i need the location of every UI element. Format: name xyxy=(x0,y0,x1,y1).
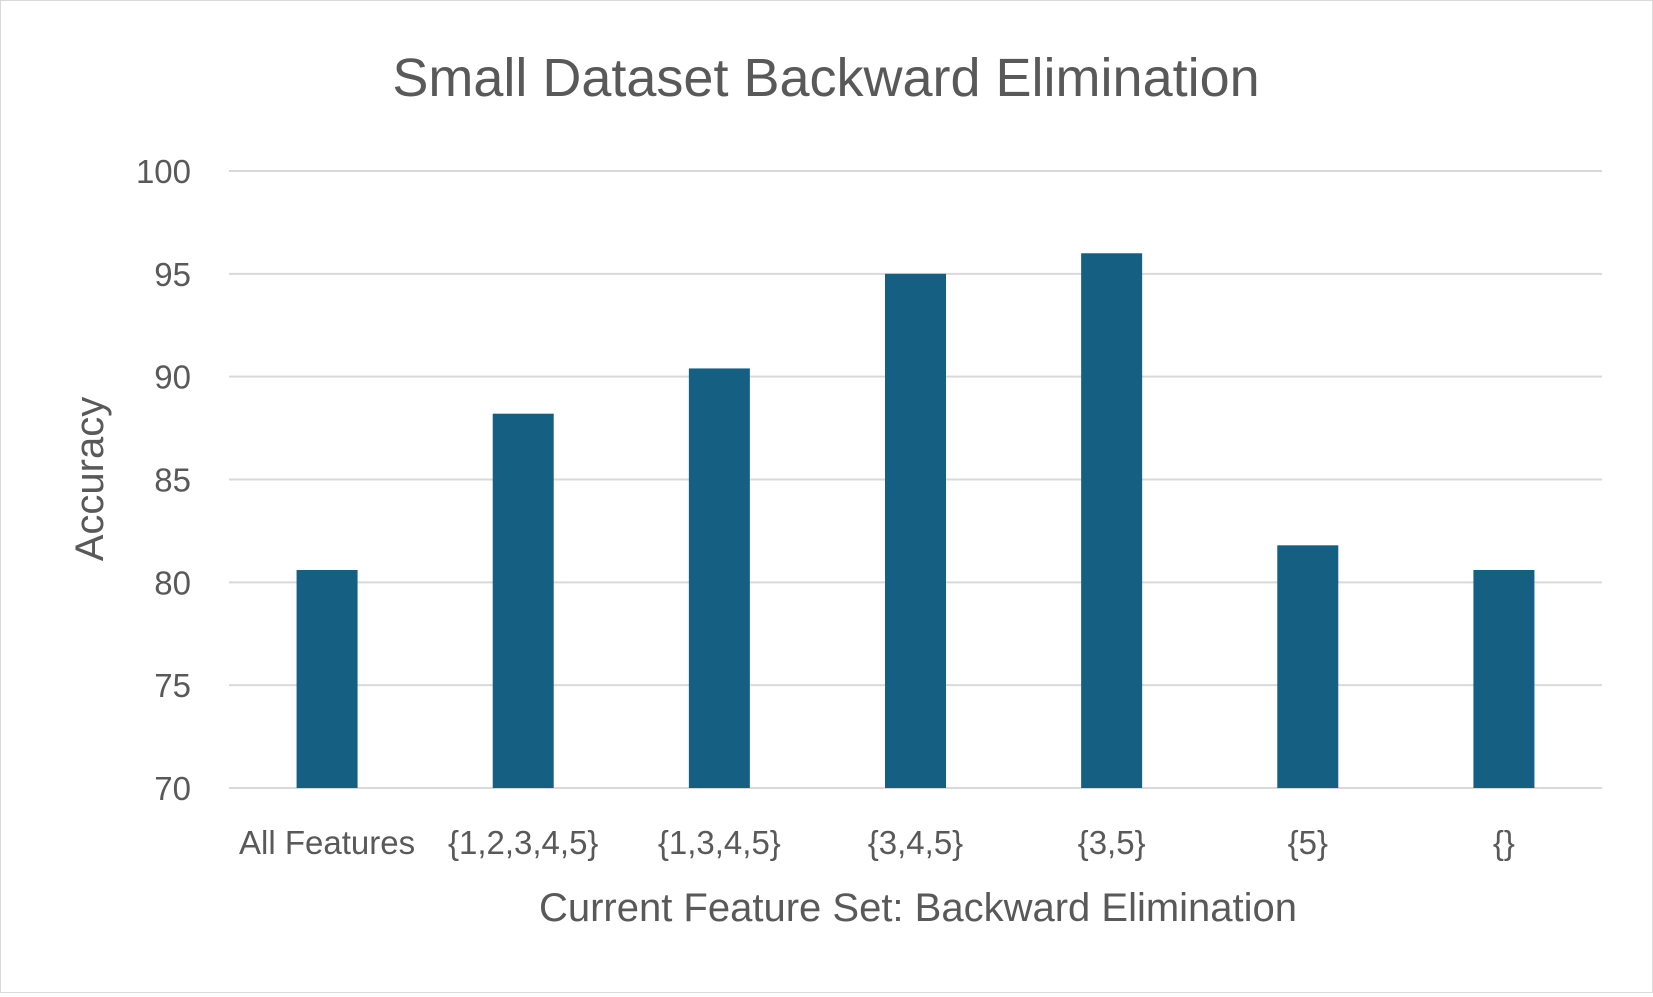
bar xyxy=(1277,545,1339,788)
x-tick-label: {1,3,4,5} xyxy=(658,824,781,861)
bar xyxy=(885,273,946,788)
x-tick-label: {3,5} xyxy=(1078,824,1146,861)
y-tick-labels: 70 75 80 85 90 95 100 xyxy=(136,153,191,807)
x-tick-labels: All Features {1,2,3,4,5} {1,3,4,5} {3,4,5} {… xyxy=(239,824,1515,861)
x-tick-label: {1,2,3,4,5} xyxy=(448,824,598,861)
bar xyxy=(296,569,358,788)
x-tick-label: {5} xyxy=(1288,824,1328,861)
chart-title: Small Dataset Backward Elimination xyxy=(392,48,1259,108)
x-tick-label: {3,4,5} xyxy=(868,824,963,861)
y-tick-label: 75 xyxy=(154,667,191,704)
bar xyxy=(492,413,554,788)
y-tick-label: 95 xyxy=(154,256,191,293)
bar xyxy=(1081,253,1143,788)
y-axis-label: Accuracy xyxy=(68,397,112,562)
y-tick-label: 80 xyxy=(154,564,191,601)
y-tick-label: 70 xyxy=(154,770,191,807)
bar xyxy=(1473,569,1535,788)
y-tick-label: 100 xyxy=(136,153,191,190)
x-tick-label: {} xyxy=(1493,824,1515,861)
bars xyxy=(296,253,1535,788)
bar xyxy=(688,368,750,788)
y-tick-label: 85 xyxy=(154,462,191,499)
x-tick-label: All Features xyxy=(239,824,415,861)
x-axis-label: Current Feature Set: Backward Eliminatio… xyxy=(539,886,1297,930)
y-tick-label: 90 xyxy=(154,359,191,396)
